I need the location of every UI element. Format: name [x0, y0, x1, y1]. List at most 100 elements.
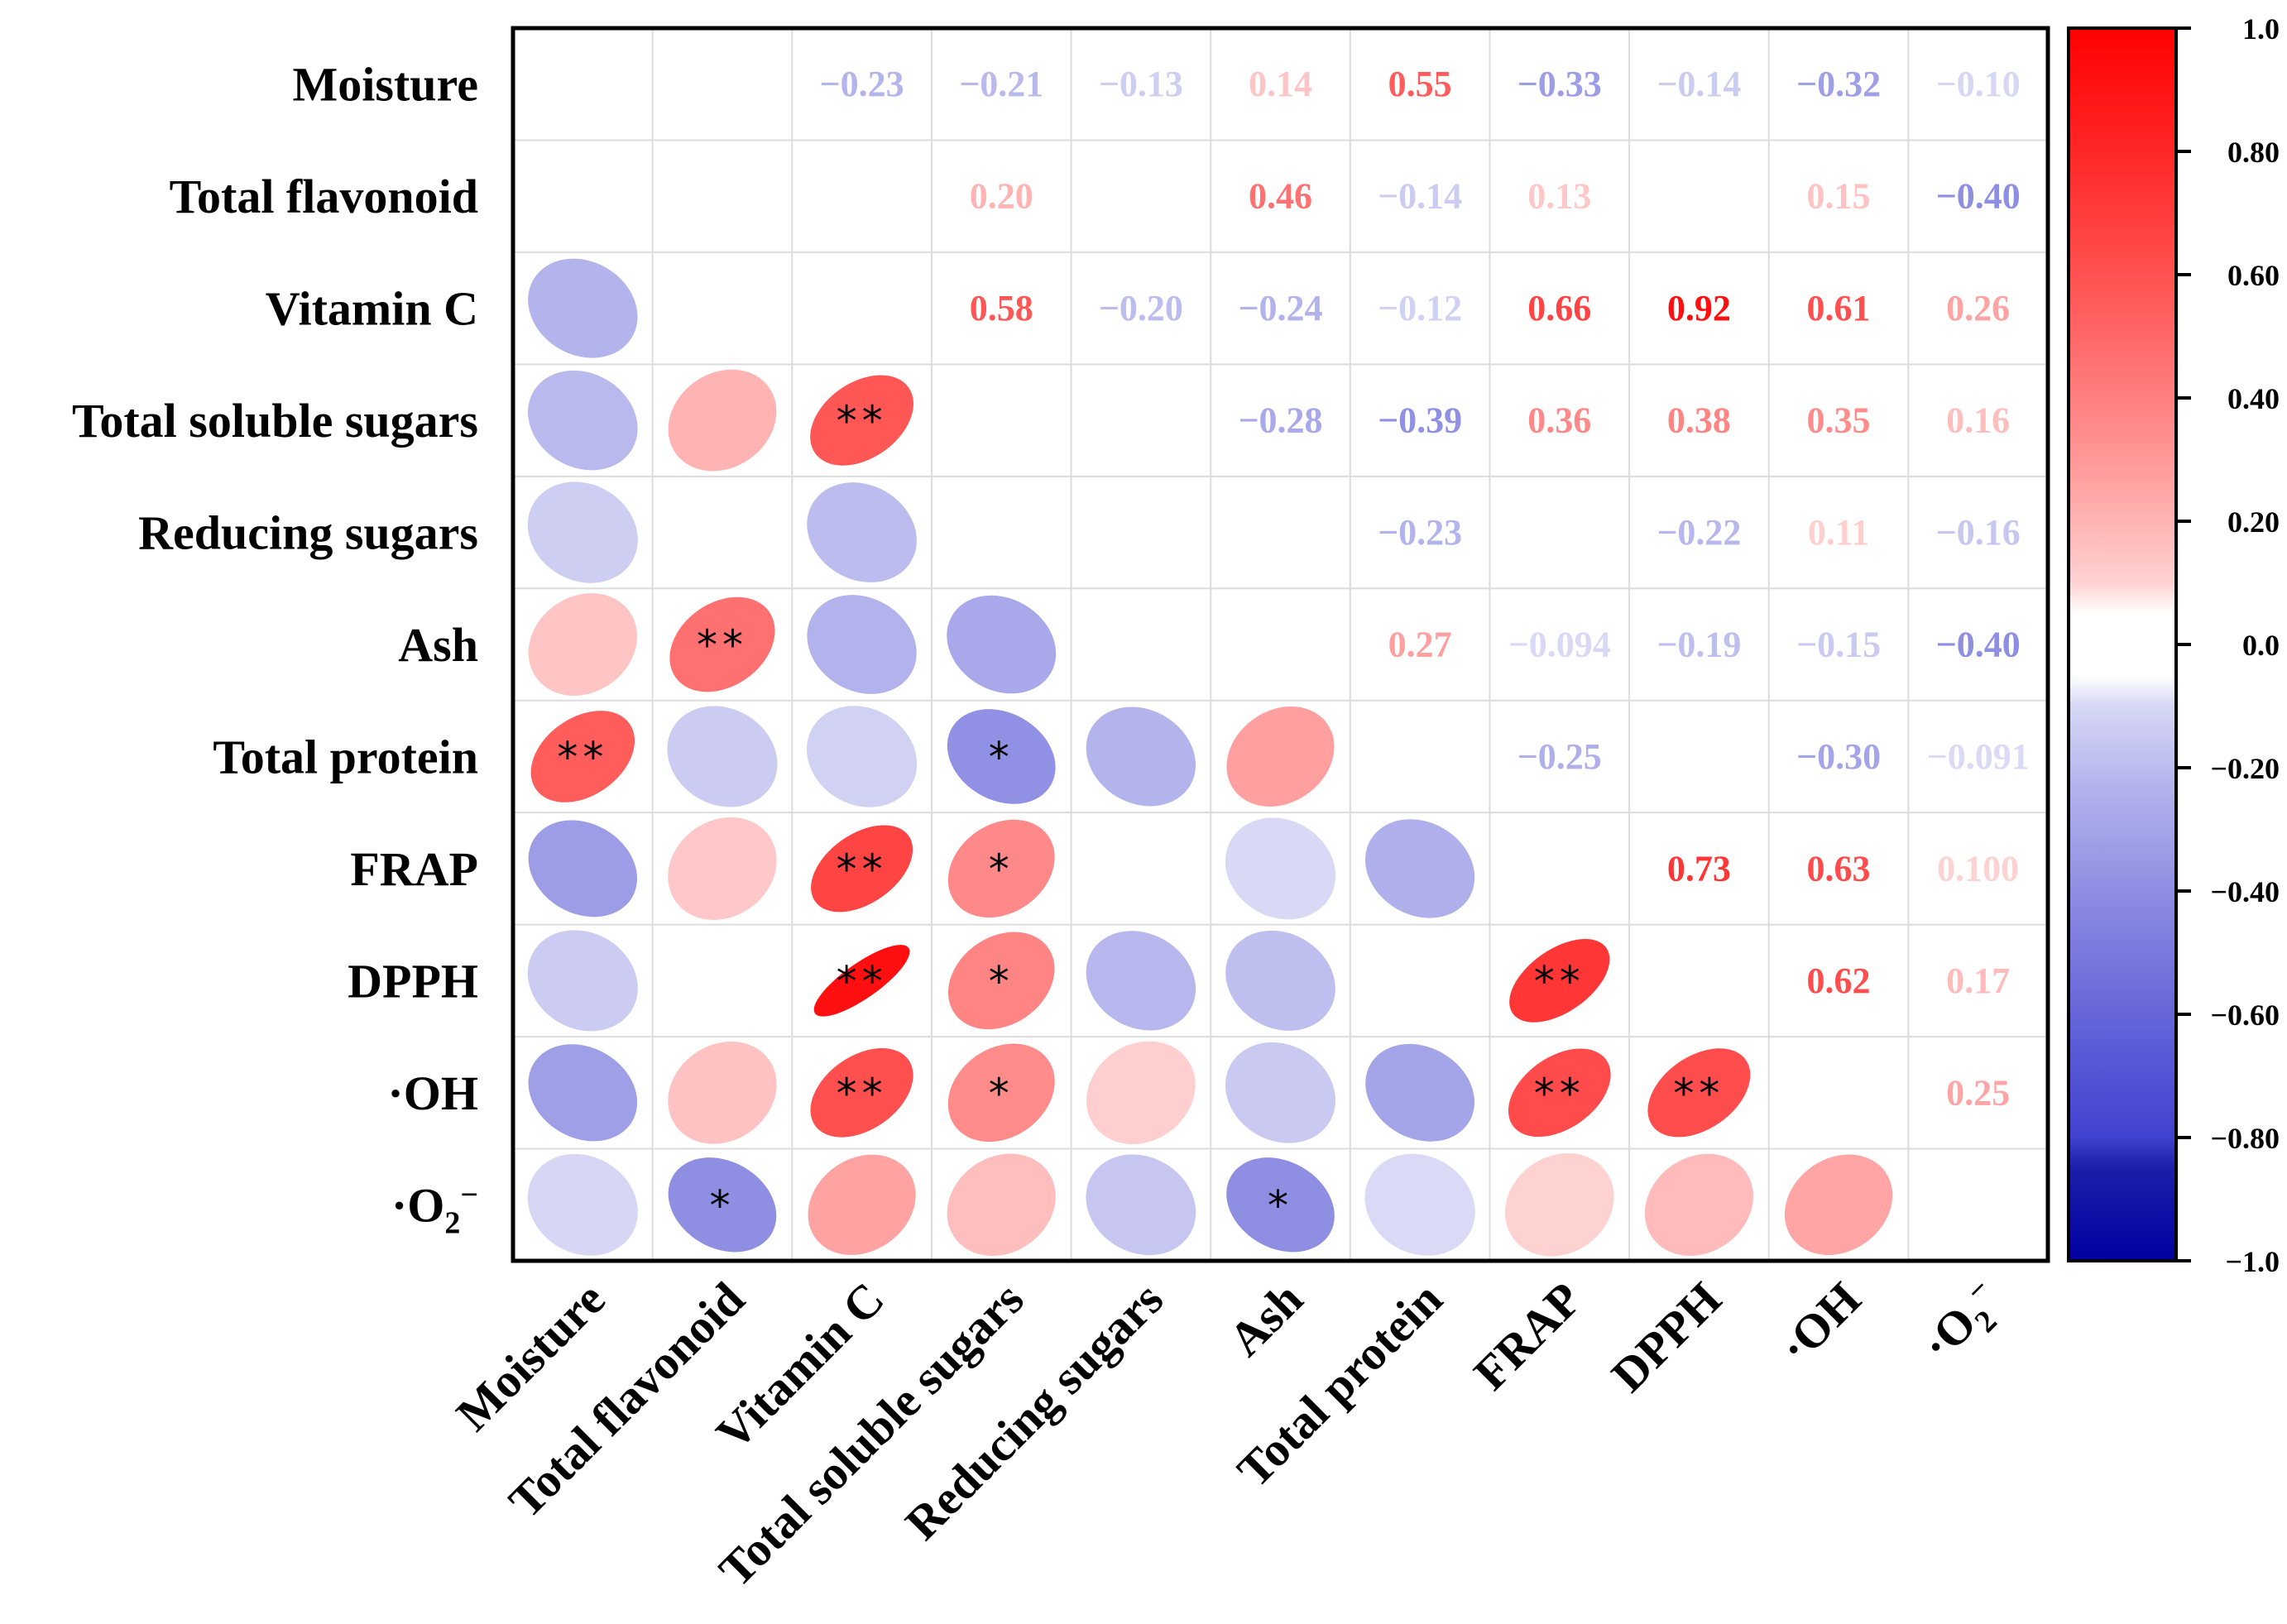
correlation-ellipse	[810, 1047, 913, 1138]
significance-marker: **	[837, 846, 888, 893]
correlation-label: 0.92	[1667, 288, 1731, 328]
correlation-label: −0.14	[1378, 176, 1462, 217]
column-label: DPPH	[1601, 1272, 1732, 1402]
column-label: Reducing sugars	[895, 1272, 1174, 1550]
column-label: FRAP	[1464, 1272, 1592, 1400]
correlation-label: 0.26	[1946, 288, 2010, 328]
significance-marker: **	[837, 957, 888, 1005]
significance-marker: *	[989, 846, 1014, 893]
correlation-ellipse	[1644, 1153, 1753, 1256]
correlation-label: 0.63	[1807, 848, 1871, 889]
row-label: Total protein	[213, 730, 478, 783]
correlation-label: −0.091	[1927, 736, 2030, 777]
correlation-ellipse	[668, 369, 777, 472]
correlation-ellipse	[947, 819, 1055, 918]
correlation-label: 0.25	[1946, 1072, 2010, 1113]
correlation-label: −0.23	[1378, 512, 1462, 553]
correlation-label: 0.17	[1946, 961, 2010, 1001]
correlation-ellipse	[669, 596, 775, 692]
correlation-label: −0.10	[1936, 64, 2021, 104]
correlation-ellipse	[807, 482, 917, 582]
plot-frame	[511, 26, 2050, 1263]
correlation-ellipse	[947, 932, 1055, 1030]
correlation-ellipse	[813, 945, 910, 1017]
correlation-label: −0.23	[820, 64, 904, 104]
correlation-label: 0.55	[1388, 64, 1452, 104]
correlation-label: −0.40	[1936, 625, 2021, 665]
correlation-label: −0.12	[1378, 288, 1462, 328]
correlation-ellipse	[947, 709, 1056, 804]
correlation-ellipse	[1504, 1152, 1614, 1257]
correlation-ellipse	[1225, 1042, 1335, 1143]
significance-marker: **	[1673, 1070, 1724, 1118]
correlation-label: 0.38	[1667, 400, 1731, 441]
significance-marker: **	[697, 621, 748, 669]
correlation-label: −0.14	[1657, 64, 1741, 104]
correlation-ellipse	[528, 593, 637, 696]
correlation-label: −0.20	[1099, 288, 1183, 328]
significance-marker: *	[1268, 1181, 1293, 1229]
correlation-ellipse	[528, 370, 638, 471]
correlation-ellipse	[1508, 1048, 1611, 1138]
correlation-label: 0.13	[1527, 176, 1591, 217]
correlation-label: −0.32	[1796, 64, 1881, 104]
correlation-ellipse	[1086, 1041, 1196, 1145]
correlation-label: 0.66	[1527, 288, 1591, 328]
significance-marker: *	[989, 733, 1014, 781]
correlation-ellipse	[947, 595, 1057, 694]
significance-marker: **	[557, 733, 608, 781]
colorbar-tick-label: −0.60	[2210, 999, 2280, 1032]
correlation-ellipse	[527, 930, 638, 1032]
correlation-label: −0.30	[1796, 736, 1881, 777]
row-label: Moisture	[293, 58, 478, 112]
correlation-ellipse	[1226, 706, 1335, 807]
correlation-label: 0.20	[970, 176, 1033, 217]
correlation-ellipse	[1509, 939, 1610, 1023]
correlation-label: 0.27	[1388, 625, 1452, 665]
column-label: Ash	[1218, 1272, 1312, 1366]
significance-marker: **	[837, 397, 888, 445]
correlation-label: −0.22	[1657, 512, 1741, 553]
colorbar-tick-label: −0.40	[2210, 875, 2280, 908]
grid-lines	[513, 28, 2048, 1261]
row-label: Total soluble sugars	[72, 394, 478, 448]
correlation-label: 0.62	[1807, 961, 1871, 1001]
correlation-ellipse	[1225, 930, 1335, 1031]
correlation-ellipse	[947, 1043, 1055, 1143]
correlation-label: −0.28	[1238, 400, 1322, 441]
correlation-ellipse	[528, 258, 638, 358]
correlation-ellipse	[807, 595, 917, 694]
correlation-label: −0.13	[1099, 64, 1183, 104]
colorbar-tick-label: 1.0	[2242, 12, 2280, 46]
correlation-ellipse	[668, 1157, 777, 1253]
colorbar-tick-label: −0.20	[2210, 752, 2280, 785]
correlation-ellipse	[1647, 1048, 1751, 1138]
row-label: Vitamin C	[266, 282, 478, 336]
correlation-ellipse	[1365, 1043, 1475, 1142]
correlation-label: 0.73	[1667, 848, 1731, 889]
row-label: Total flavonoid	[170, 170, 478, 223]
correlation-label: 0.100	[1937, 848, 2019, 889]
colorbar-tick-label: 0.20	[2227, 505, 2280, 539]
column-label: ·O2−	[1911, 1272, 2016, 1377]
correlation-label: −0.39	[1378, 400, 1462, 441]
colorbar-gradient	[2067, 26, 2178, 1262]
correlation-ellipse	[1086, 1154, 1196, 1256]
row-label: ·O2−	[391, 1177, 478, 1240]
correlation-label: 0.36	[1527, 400, 1591, 441]
correlation-label: 0.61	[1807, 288, 1871, 328]
correlation-ellipse	[810, 375, 913, 466]
row-label: DPPH	[348, 954, 478, 1008]
correlation-ellipse	[527, 1153, 638, 1256]
correlation-label: 0.15	[1807, 176, 1871, 217]
correlation-ellipse	[811, 825, 913, 913]
heatmap-cells: −0.23 −0.21 −0.13 0.14 0.55 −0.33 −0.14 −0.32 −0…	[527, 64, 2030, 1257]
correlation-label: −0.15	[1796, 625, 1881, 665]
colorbar-tick-label: 0.80	[2227, 136, 2280, 169]
colorbar: 1.0 0.80 0.60 0.40 0.20 0.0 −0.20 −0.40 −0.60 −0.…	[2067, 12, 2280, 1278]
correlation-label: −0.40	[1936, 176, 2021, 217]
correlation-ellipse	[668, 1041, 777, 1144]
correlation-ellipse	[947, 1153, 1056, 1257]
